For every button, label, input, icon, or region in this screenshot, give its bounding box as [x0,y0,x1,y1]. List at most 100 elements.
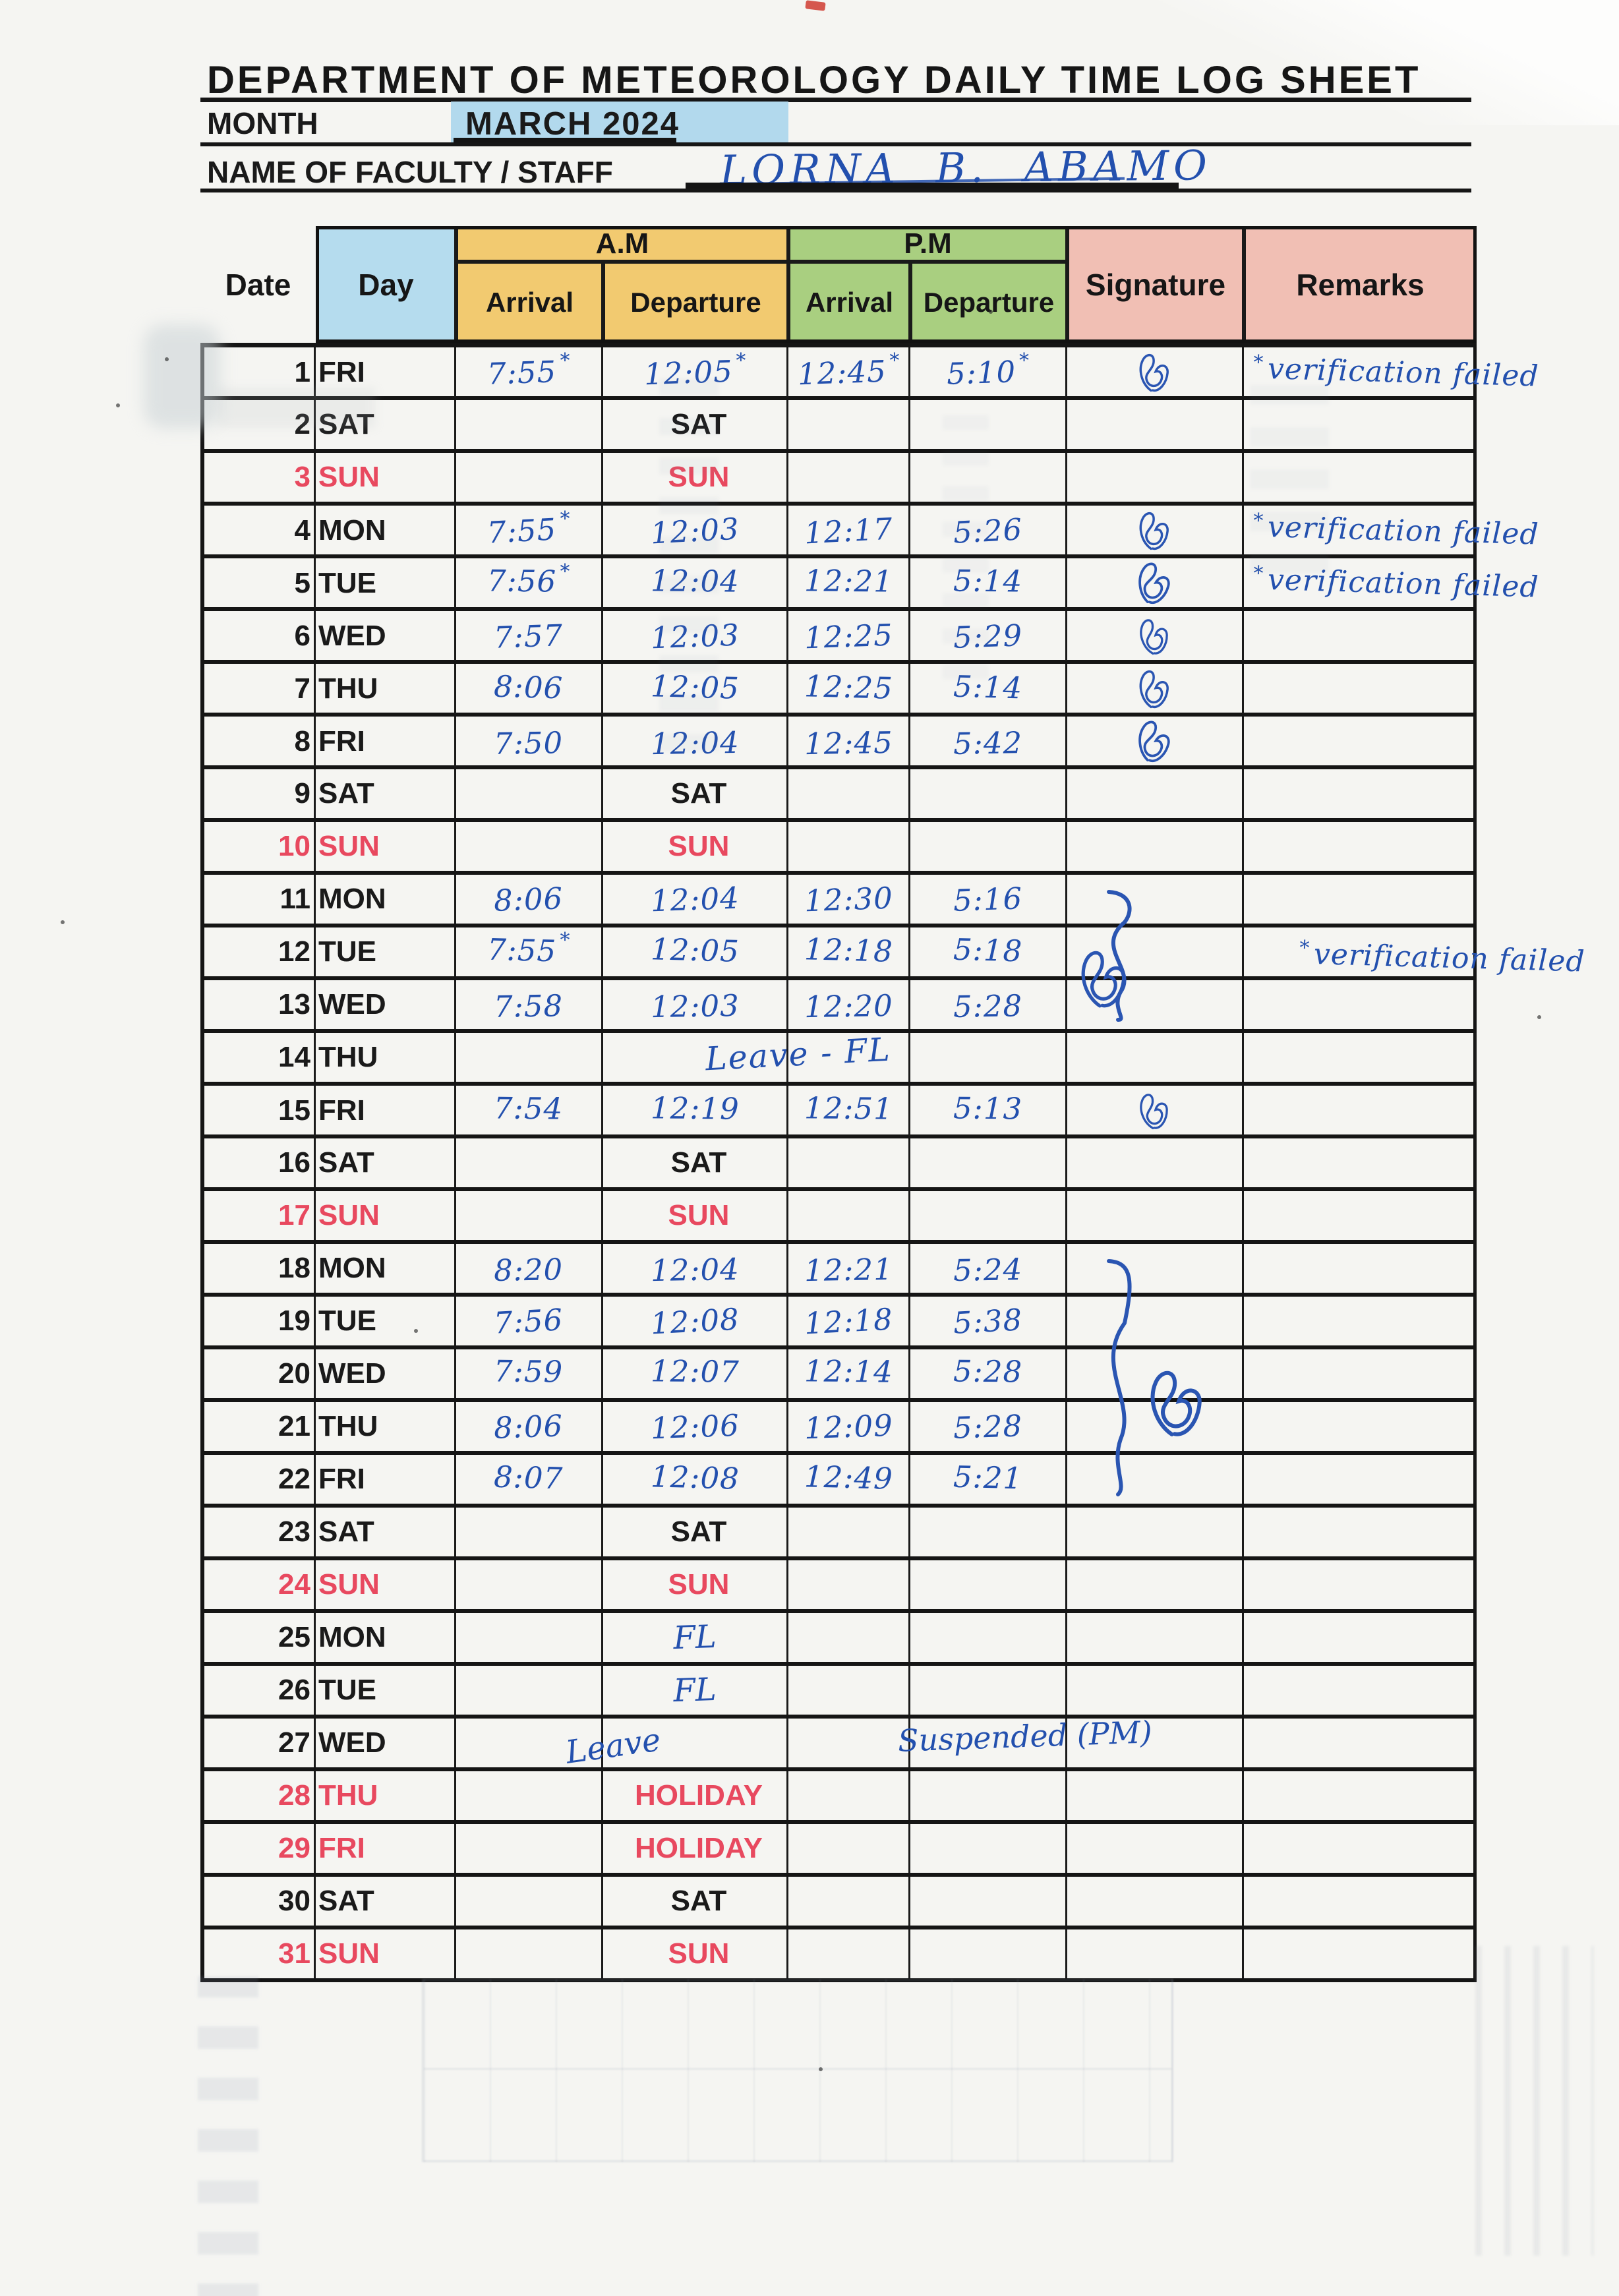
handwritten-time: 5:10 [946,353,1016,392]
cell-date: 19 [204,1297,316,1345]
cell-pm-arrival [788,769,910,818]
month-label: MONTH [207,106,318,140]
handwritten-time: 5:42 [953,724,1023,761]
cell-date: 29 [204,1824,316,1873]
ink-speck [819,2067,823,2071]
month-value: MARCH 2024 [465,106,680,142]
cell-day: SAT [316,1138,456,1187]
cell-am-departure: HOLIDAY [603,1824,788,1873]
month-underline [454,138,676,144]
cell-pm-departure: 5:42 [910,717,1067,767]
cell-day: SAT [316,1877,456,1926]
cell-am-arrival [456,1877,603,1926]
table-row: 17 SUN SUN [204,1191,1473,1244]
cell-pm-arrival [788,1138,910,1187]
handwritten-time: 7:54 [494,1090,564,1126]
cell-day: WED [316,980,456,1029]
table-row: 15 FRI 7:54 12:19 12:51 5:13 [204,1086,1473,1138]
handwritten-time: 7:55 [486,353,558,392]
cell-am-arrival [456,1191,603,1240]
cell-pm-arrival [788,1560,910,1609]
table-row: 24 SUN SUN [204,1560,1473,1613]
cell-pm-arrival: 12:18 [788,1297,910,1345]
cell-am-arrival: 7:54 [456,1086,603,1136]
table-row: 26 TUE FL [204,1666,1473,1719]
handwritten-time: 7:56 [493,1301,564,1341]
cell-signature [1067,927,1244,976]
handwritten-time: 12:51 [804,1090,893,1127]
cell-date: 23 [204,1508,316,1556]
asterisk-mark: * [889,349,900,372]
cell-am-departure: 12:05 * [603,347,788,397]
cell-remarks [1244,1191,1477,1240]
cell-pm-arrival: 12:14 [788,1349,910,1398]
handwritten-remark: * verification failed [1252,351,1539,393]
cell-am-arrival [456,453,603,502]
handwritten-time: 8:06 [493,668,564,705]
cell-am-departure: SUN [603,1191,788,1240]
ink-speck [165,357,169,361]
table-row: 25 MON FL [204,1613,1473,1666]
cell-date: 30 [204,1877,316,1926]
cell-pm-arrival [788,1929,910,1978]
asterisk-mark: * [560,349,570,372]
cell-pm-departure: 5:29 [910,611,1067,661]
asterisk-mark: * [560,928,570,952]
handwritten-time: 12:19 [650,1090,740,1127]
printed-day-note: SAT [670,1885,727,1917]
cell-pm-departure: 5:38 [910,1297,1067,1345]
handwritten-time: 5:29 [953,617,1023,655]
cell-day: SUN [316,1191,456,1240]
handwritten-time: 12:08 [650,1458,740,1496]
cell-am-departure: SUN [603,1929,788,1978]
cell-day: MON [316,506,456,556]
cell-pm-departure: 5:28 [910,980,1067,1029]
handwritten-time: 5:26 [952,511,1024,550]
cell-pm-arrival: 12:09 [788,1402,910,1451]
cell-day: WED [316,1719,456,1767]
cell-signature [1067,1560,1244,1609]
cell-remarks [1244,1086,1477,1136]
handwritten-remark: * verification failed [1299,936,1585,978]
handwritten-remark: * verification failed [1252,509,1539,551]
cell-am-arrival [456,1560,603,1609]
cell-date: 13 [204,980,316,1029]
printed-day-note: SUN [668,830,730,862]
cell-am-arrival: 7:58 [456,980,603,1029]
cell-am-departure: 12:05 [603,927,788,976]
divider [200,142,1471,146]
cell-day: TUE [316,1297,456,1345]
handwritten-time: 12:45 [804,724,893,761]
cell-am-departure: HOLIDAY [603,1771,788,1820]
cell-day: THU [316,1033,456,1082]
cell-am-departure: 12:04 [603,558,788,608]
asterisk-mark: * [1019,349,1030,372]
cell-pm-departure [910,1719,1067,1767]
cell-am-departure: SUN [603,822,788,871]
cell-day: TUE [316,1666,456,1715]
cell-signature [1067,611,1244,661]
column-header-pm-departure: Departure [910,262,1067,343]
cell-date: 10 [204,822,316,871]
cell-am-arrival [456,1666,603,1715]
handwritten-time: 8:06 [493,880,564,918]
cell-pm-arrival: 12:20 [788,980,910,1029]
cell-am-departure: SAT [603,1877,788,1926]
cell-pm-arrival: 12:49 [788,1455,910,1504]
cell-remarks [1244,1349,1477,1398]
cell-signature [1067,1613,1244,1662]
cell-pm-departure: 5:13 [910,1086,1067,1136]
cell-am-arrival [456,1138,603,1187]
handwritten-time: 7:50 [494,724,564,761]
asterisk-mark: * [560,560,570,583]
handwritten-time: 5:28 [953,1353,1023,1389]
cell-pm-arrival: 12:30 [788,875,910,924]
cell-signature [1067,1244,1244,1293]
table-row: 22 FRI 8:07 12:08 12:49 5:21 [204,1455,1473,1508]
cell-day: SAT [316,769,456,818]
cell-remarks: * verification failed [1244,347,1539,397]
table-row: 29 FRI HOLIDAY [204,1824,1473,1877]
cell-day: SAT [316,1508,456,1556]
handwritten-time: 7:55 [486,511,558,550]
cell-am-arrival [456,822,603,871]
